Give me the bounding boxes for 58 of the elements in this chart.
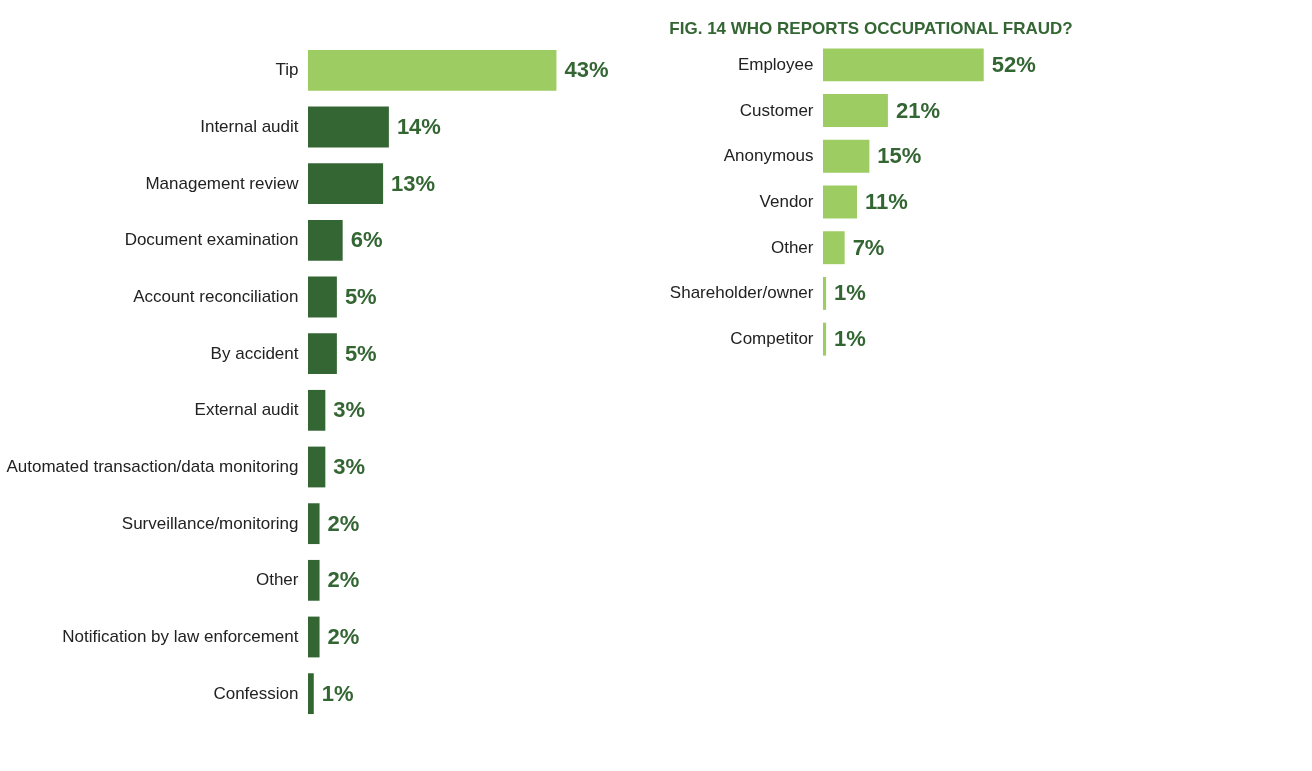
data-label: 3%	[333, 454, 366, 479]
data-label: 52%	[991, 51, 1036, 77]
y-tick-label: Surveillance/monitoring	[121, 513, 299, 533]
bar	[308, 673, 314, 715]
bar	[308, 49, 557, 91]
y-tick-label: Anonymous	[723, 146, 814, 166]
y-tick-label: Account reconciliation	[133, 287, 299, 306]
data-label: 21%	[895, 97, 940, 123]
data-label: 13%	[391, 170, 436, 196]
y-tick-label: Notification by law enforcement	[62, 627, 299, 646]
y-tick-label: Vendor	[759, 192, 814, 211]
data-label: 5%	[344, 340, 377, 366]
bar	[308, 106, 389, 148]
bar	[823, 322, 827, 356]
data-label: 15%	[877, 143, 922, 169]
data-label: 7%	[852, 234, 885, 260]
y-tick-label: Competitor	[730, 329, 814, 349]
data-label: 14%	[396, 114, 441, 139]
bar	[823, 48, 984, 82]
data-label: 3%	[333, 397, 366, 423]
y-tick-label: Document examination	[124, 230, 299, 250]
y-tick-label: Shareholder/owner	[669, 283, 814, 303]
bar	[823, 185, 857, 219]
y-tick-label: Employee	[737, 54, 814, 74]
bar	[823, 139, 870, 173]
bar	[823, 276, 827, 310]
bar	[823, 231, 845, 265]
bar	[308, 163, 384, 205]
y-tick-label: External audit	[194, 400, 299, 420]
bar	[308, 503, 320, 545]
data-label: 2%	[327, 624, 360, 649]
data-label: 2%	[327, 510, 360, 536]
data-label: 2%	[327, 567, 360, 593]
chart-title: FIG. 14 WHO REPORTS OCCUPATIONAL FRAUD?	[669, 19, 1073, 38]
data-label: 5%	[344, 284, 377, 309]
bar	[308, 559, 320, 601]
bar	[308, 219, 343, 261]
y-tick-label: Tip	[275, 60, 299, 80]
y-tick-label: Customer	[739, 100, 814, 120]
data-label: 1%	[834, 280, 866, 306]
bar	[308, 446, 326, 488]
y-tick-label: Confession	[213, 683, 299, 703]
bar	[823, 94, 888, 128]
y-tick-label: Management review	[145, 173, 300, 193]
bar	[308, 616, 320, 658]
y-tick-label: Other	[255, 570, 299, 590]
data-label: 11%	[865, 189, 908, 214]
data-label: 43%	[564, 57, 609, 83]
bar	[308, 276, 337, 318]
bar	[308, 389, 326, 431]
y-tick-label: By accident	[210, 343, 299, 363]
data-label: 6%	[350, 227, 383, 253]
y-tick-label: Other	[770, 237, 814, 257]
y-tick-label: Automated transaction/data monitoring	[6, 457, 299, 476]
bar	[308, 333, 337, 375]
y-tick-label: Internal audit	[200, 117, 299, 136]
data-label: 1%	[834, 326, 866, 352]
data-label: 1%	[321, 680, 354, 706]
